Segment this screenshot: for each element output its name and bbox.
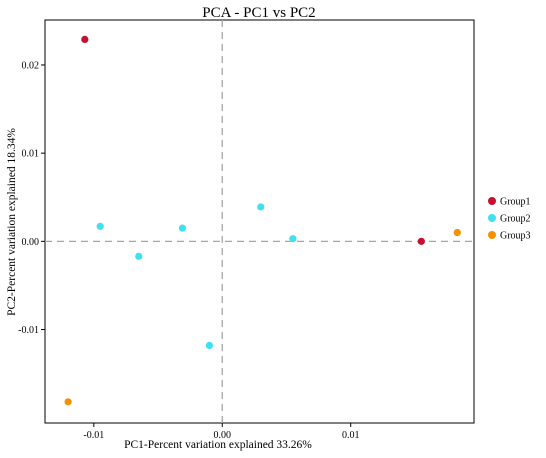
data-point-group2 — [135, 252, 143, 260]
x-tick-label: 0.01 — [342, 430, 360, 441]
data-point-group1 — [417, 237, 425, 245]
y-tick-label: -0.01 — [18, 325, 39, 336]
legend-label-group2: Group2 — [500, 214, 531, 225]
legend: Group1 Group2 Group3 — [488, 197, 531, 242]
x-tick-label: -0.01 — [83, 430, 104, 441]
y-tick-label: 0.02 — [22, 60, 40, 71]
data-point-group2 — [178, 224, 187, 232]
legend-marker-group3 — [488, 231, 496, 239]
data-point-group2 — [289, 235, 297, 243]
chart-title: PCA - PC1 vs PC2 — [202, 5, 315, 21]
x-axis-label: PC1-Percent variation explained 33.26% — [124, 439, 312, 451]
legend-label-group3: Group3 — [500, 231, 531, 242]
y-tick-label: 0.00 — [22, 237, 40, 248]
data-points — [64, 35, 461, 406]
data-point-group2 — [96, 222, 104, 230]
data-point-group2 — [205, 341, 214, 349]
data-point-group1 — [81, 35, 89, 44]
data-point-group3 — [64, 398, 72, 406]
legend-marker-group2 — [488, 214, 496, 222]
legend-marker-group1 — [488, 197, 496, 205]
data-point-group3 — [453, 228, 461, 237]
plot-area — [44, 19, 475, 424]
data-point-group2 — [257, 203, 265, 211]
y-axis: -0.01 0.00 0.01 0.02 — [18, 60, 45, 336]
x-axis: -0.01 0.00 0.01 — [83, 423, 359, 441]
legend-label-group1: Group1 — [500, 197, 531, 208]
y-axis-label: PC2-Percent variation explained 18.34% — [6, 128, 18, 316]
y-tick-label: 0.01 — [22, 149, 40, 160]
x-tick-label: 0.00 — [214, 430, 232, 441]
